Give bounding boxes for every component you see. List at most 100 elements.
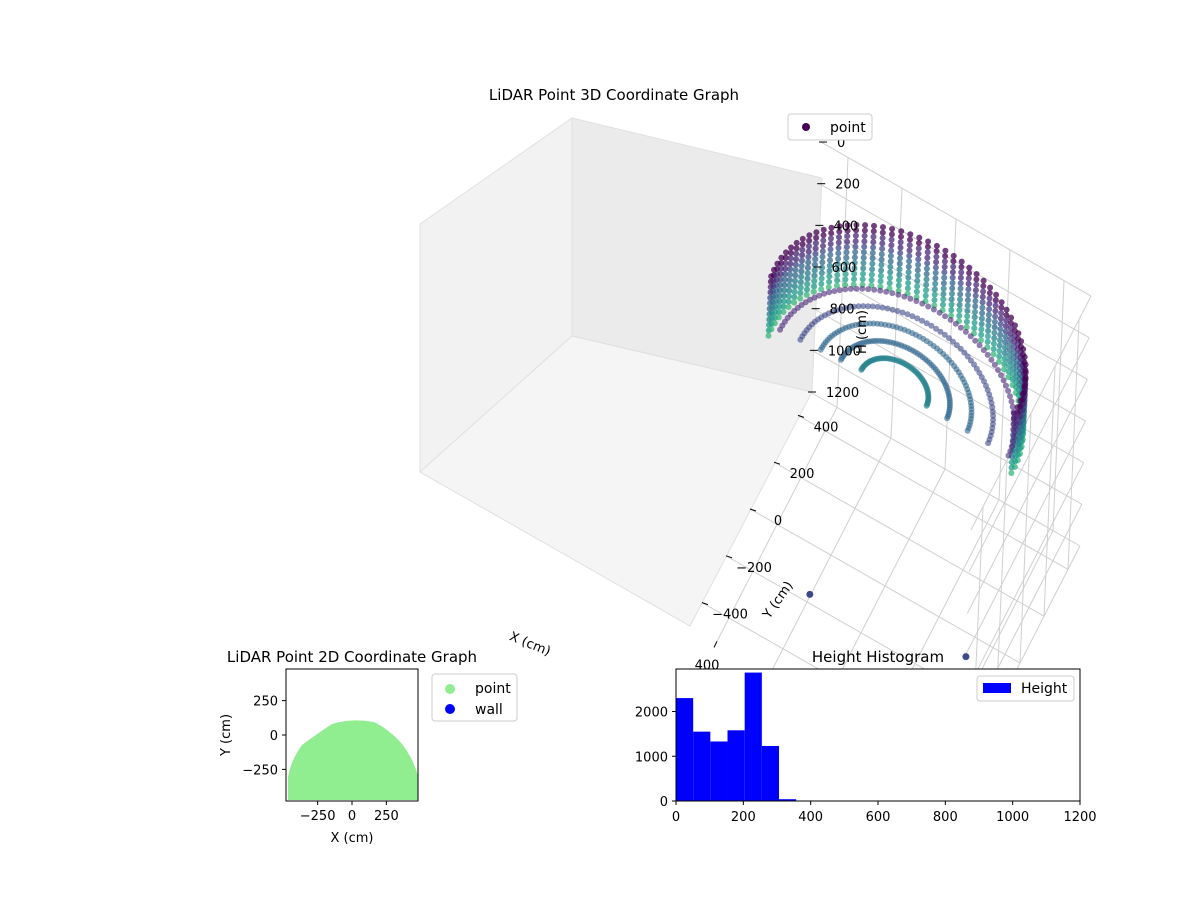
lidar-point-3d [916,234,923,241]
lidar-point-3d [979,310,986,317]
lidar-point-3d [924,243,931,250]
lidar-point-3d [860,260,867,266]
lidar-point-3d [923,320,930,327]
lidar-point-3d [813,229,820,236]
lidar-point-3d [923,265,930,272]
lidar-point-3d [879,240,886,247]
lidar-point-3d [953,342,960,349]
lidar-point-3d [797,279,804,286]
lidar-point-3d [972,298,979,304]
lidar-point-3d [868,277,875,283]
lidar-point-3d [820,237,827,244]
lidar-point-3d [842,281,849,288]
lidar-point-3d [777,271,784,278]
histogram-bar [676,698,694,801]
lidar-point-3d [950,252,957,259]
chart-3d-xlabel: X (cm) [507,629,552,659]
lidar-point-3d [972,287,979,294]
lidar-point-3d [957,280,964,287]
lidar-point-3d [819,259,826,266]
lidar-point-3d [985,311,992,318]
lidar-point-3d [965,291,972,298]
lidar-point-3d [869,303,876,310]
lidar-point-3d [793,245,800,252]
lidar-point-3d [990,351,997,358]
lidar-point-3d [1020,346,1027,353]
lidar-point-3d [971,319,978,326]
lidar-point-3d [898,228,905,235]
lidar-point-3d [995,367,1001,373]
lidar-point-3d [861,238,868,245]
lidar-point-3d [765,332,772,339]
lidar-point-3d [991,324,998,331]
lidar-point-3d [997,326,1004,333]
lidar-point-3d [913,298,920,304]
lidar-point-3d [871,286,878,293]
lidar-point-3d [852,243,859,250]
lidar-point-3d [819,253,826,260]
lidar-point-3d [930,306,937,313]
lidar-point-3d [914,267,921,274]
lidar-point-3d [842,286,849,293]
lidar-point-3d [941,269,948,276]
lidar-point-3d [883,288,890,295]
lidar-point-3d [897,244,904,251]
lidar-point-3d [997,320,1004,327]
y-tick-label-3d: 200 [790,467,815,482]
lidar-point-3d [1019,391,1026,398]
lidar-point-3d [988,356,995,363]
lidar-point-3d [792,267,799,273]
lidar-point-3d [1005,387,1012,394]
lidar-point-3d [777,276,784,283]
lidar-point-3d [786,277,793,283]
z-tick-label-3d: 400 [833,219,858,234]
lidar-point-3d [1022,361,1029,368]
lidar-point-3d [949,280,956,286]
histogram-x-tick-label: 400 [798,810,823,825]
z-tick-label-3d: 0 [837,136,845,151]
lidar-point-3d [874,303,881,310]
lidar-point-3d [835,244,842,251]
lidar-point-3d [905,269,912,276]
lidar-point-3d [804,264,811,271]
chart-histogram: Height Histogram 0 200 400 600 800 1000 1200 0 1… [635,648,1097,825]
lidar-point-3d [896,277,902,284]
lidar-point-3d [813,234,820,241]
grid-floor-x [770,437,892,673]
lidar-point-3d [782,271,788,278]
lidar-point-3d [791,299,798,306]
lidar-point-3d [836,228,843,235]
lidar-point-3d [941,331,948,338]
lidar-point-3d [782,260,789,267]
lidar-point-3d [877,278,884,285]
lidar-point-3d [904,311,911,318]
lidar-point-3d [828,230,835,237]
lidar-point-3d [870,244,877,251]
lidar-point-3d [964,353,971,360]
lidar-point-3d [971,314,978,321]
lidar-point-3d [924,254,931,261]
lidar-point-3d [836,223,843,230]
lidar-point-3d [887,253,894,259]
grid-wall-h [811,349,1083,505]
lidar-point-3d [786,282,793,289]
lidar-point-3d [826,289,833,296]
lidar-point-3d [957,345,964,352]
lidar-point-3d [798,273,805,280]
chart-2d-legend: point wall [431,673,518,722]
lidar-point-3d [1011,419,1018,426]
lidar-point-3d [805,254,812,260]
lidar-point-3d [998,304,1005,311]
lidar-point-3d [792,277,798,284]
lidar-point-3d [906,258,913,265]
lidar-point-3d [1003,312,1010,319]
lidar-point-3d [792,272,799,279]
lidar-point-3d [887,269,894,276]
lidar-point-3d [914,283,921,290]
lidar-point-3d [778,260,785,267]
lidar-point-3d [812,245,819,252]
lidar-point-3d [914,315,921,322]
lidar-point-3d [807,296,813,303]
lidar-point-3d [997,331,1004,338]
lidar-point-3d [914,277,921,284]
